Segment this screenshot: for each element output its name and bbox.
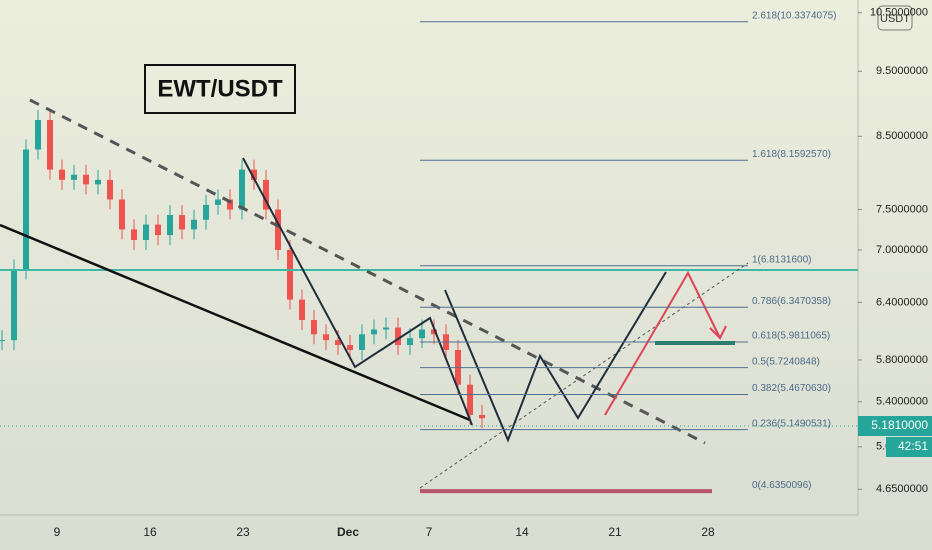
y-tick-label: 10.5000000 — [870, 7, 928, 19]
currency-badge[interactable] — [877, 5, 913, 31]
fib-label: 0.786(6.3470358) — [752, 296, 831, 307]
countdown-tag — [886, 437, 932, 458]
arrow-head — [709, 325, 727, 340]
candle-body — [251, 169, 257, 180]
candle-body — [71, 174, 77, 180]
candle-body — [371, 329, 377, 335]
candle-body — [347, 345, 353, 350]
candle-body — [263, 179, 269, 210]
trend-line — [0, 223, 471, 422]
projected-zigzag — [444, 271, 667, 443]
fib-label: 0.236(5.1490531) — [752, 418, 831, 429]
candle-body — [167, 215, 173, 236]
x-tick-label: 7 — [426, 525, 433, 539]
candle-body — [323, 334, 329, 341]
candle-body — [359, 334, 365, 350]
y-tick-label: 5.8000000 — [876, 354, 928, 366]
last-price-label: 5.1810000 — [871, 418, 928, 432]
fib-label: 1(6.8131600) — [752, 254, 812, 265]
y-tick-label: 9.5000000 — [876, 65, 928, 77]
fib-label: 0.618(5.9811065) — [752, 331, 830, 342]
candle-body — [35, 120, 41, 150]
candle-body — [23, 149, 29, 270]
fib-label: 0.5(5.7240848) — [752, 356, 820, 367]
candle-body — [95, 179, 101, 185]
candle-body — [467, 384, 473, 415]
marks — [0, 110, 485, 429]
fib-label: 0(4.6350096) — [752, 480, 812, 491]
x-tick-label: 23 — [236, 525, 250, 539]
candle-body — [299, 299, 305, 320]
y-tick-label: 8.5000000 — [876, 130, 928, 142]
candle-body — [131, 229, 137, 240]
candle-body — [203, 204, 209, 220]
countdown-label: 42:51 — [898, 439, 928, 453]
candle-body — [83, 174, 89, 185]
candle-body — [311, 319, 317, 335]
candle-body — [119, 199, 125, 230]
x-tick-label: 16 — [143, 525, 157, 539]
currency-label: USDT — [880, 13, 910, 25]
candle-body — [335, 340, 341, 346]
candle-body — [155, 224, 161, 236]
y-tick-label: 6.4000000 — [876, 296, 928, 308]
candle-body — [383, 327, 389, 330]
x-tick-label: 14 — [515, 525, 529, 539]
x-tick-label: 9 — [54, 525, 61, 539]
candle-body — [227, 199, 233, 210]
candle-body — [191, 219, 197, 230]
y-tick-label: 7.0000000 — [876, 244, 928, 256]
title-box — [144, 64, 296, 114]
fib-label: 0.382(5.4670630) — [752, 383, 831, 394]
dotted-line — [419, 262, 749, 489]
candle-body — [0, 340, 5, 342]
x-tick-label: 21 — [608, 525, 622, 539]
candle-body — [179, 215, 185, 230]
dashed-trend-line — [29, 98, 706, 445]
candle-body — [431, 329, 437, 335]
y-tick-label: 7.5000000 — [876, 203, 928, 215]
candle-body — [59, 169, 65, 180]
candle-body — [107, 179, 113, 200]
candle-body — [395, 327, 401, 346]
zigzag — [242, 157, 473, 426]
candle-body — [143, 224, 149, 240]
candle-body — [275, 209, 281, 250]
candle-body — [419, 329, 425, 339]
candle-body — [47, 120, 53, 170]
candle-body — [287, 249, 293, 300]
x-tick-label: Dec — [337, 525, 359, 539]
fib-label: 1.618(8.1592570) — [752, 149, 831, 160]
fib-label: 2.618(10.3374075) — [752, 10, 837, 21]
candle-body — [215, 199, 221, 205]
x-tick-label: 28 — [701, 525, 715, 539]
chart-title: EWT/USDT — [157, 75, 283, 102]
candle-body — [407, 338, 413, 346]
candle-body — [239, 169, 245, 210]
y-tick-label: 4.6500000 — [876, 483, 928, 495]
candle-body — [11, 269, 17, 341]
candle-body — [479, 414, 485, 419]
last-price-tag — [858, 416, 932, 437]
y-tick-label: 5.4000000 — [876, 396, 928, 408]
